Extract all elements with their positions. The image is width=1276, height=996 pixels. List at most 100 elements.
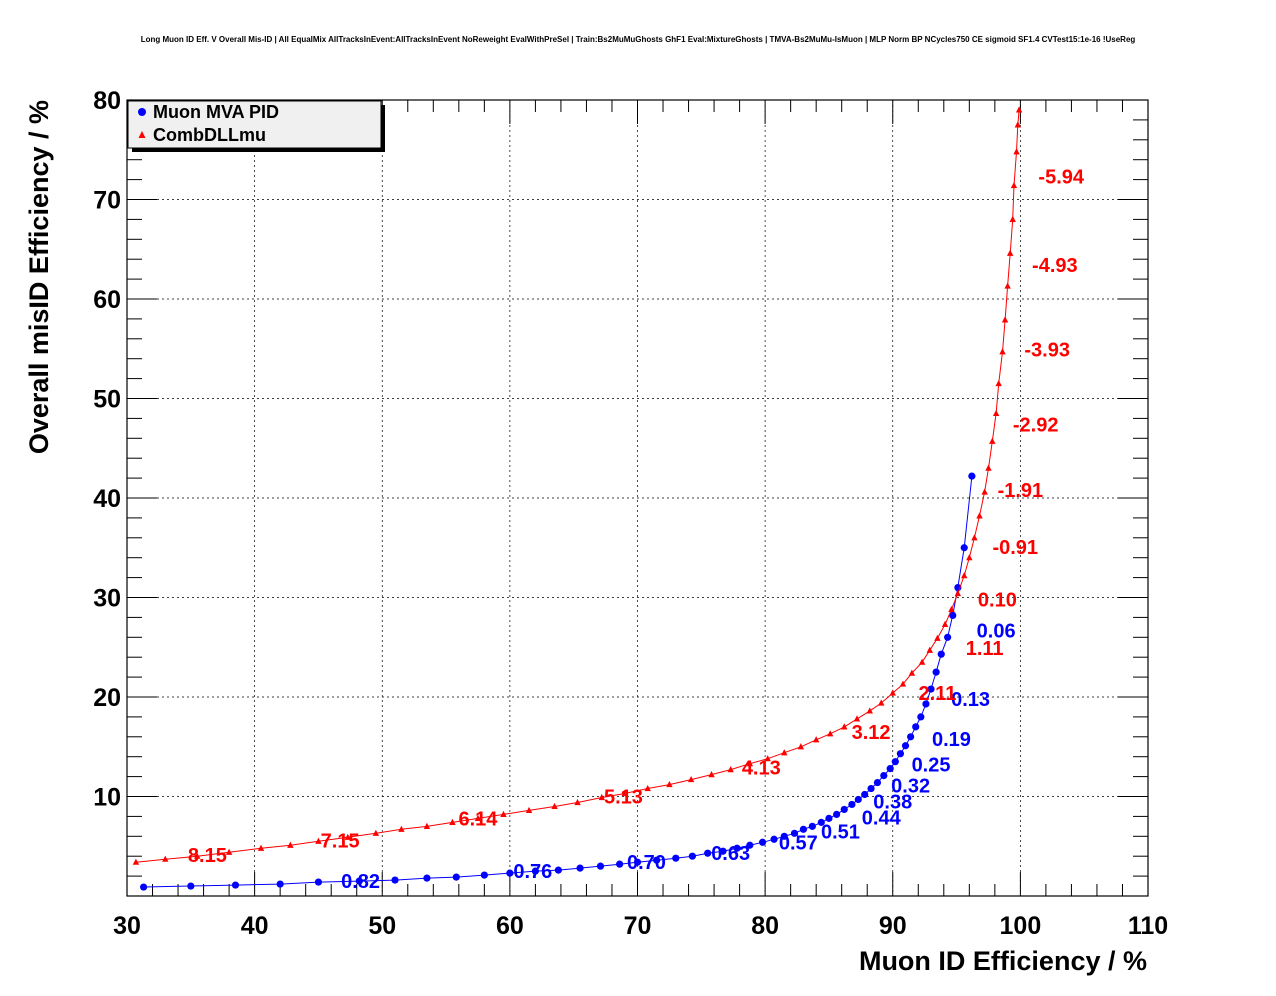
- data-point: [781, 749, 788, 756]
- data-point: [853, 715, 861, 722]
- data-point: [257, 844, 265, 851]
- data-point: [971, 534, 978, 541]
- x-tick-label: 110: [1128, 912, 1168, 940]
- data-point: [995, 379, 1002, 387]
- legend: Muon MVA PID CombDLLmu: [127, 100, 385, 152]
- x-axis-tick-labels: 30 40 50 60 70 80 90 100 110: [113, 912, 1168, 940]
- data-point: [999, 348, 1006, 355]
- data-point: [948, 605, 955, 613]
- data-point: [896, 750, 905, 758]
- data-point: [423, 874, 431, 882]
- data-point: [187, 882, 195, 890]
- data-point: [596, 862, 605, 870]
- data-point: [672, 854, 680, 862]
- cut-value-label: 0.06: [977, 620, 1016, 642]
- data-point: [1015, 106, 1023, 113]
- series-combdllmu: [132, 106, 1023, 865]
- data-point: [899, 680, 907, 687]
- data-point: [746, 841, 754, 849]
- data-point: [372, 829, 380, 836]
- data-point: [474, 814, 482, 821]
- cut-value-label: 0.51: [821, 821, 860, 843]
- y-tick-label: 40: [93, 485, 121, 513]
- data-point: [525, 806, 533, 814]
- data-point: [780, 832, 788, 840]
- legend-marker-circle: [138, 108, 146, 116]
- data-point: [880, 772, 888, 780]
- data-point: [193, 852, 201, 859]
- x-tick-label: 50: [368, 912, 396, 940]
- data-point: [139, 883, 148, 891]
- data-point: [287, 841, 294, 848]
- data-point: [812, 736, 820, 743]
- data-point: [808, 822, 816, 830]
- x-tick-label: 100: [1000, 912, 1042, 940]
- cut-value-label: 0.32: [891, 776, 930, 798]
- data-point: [817, 818, 825, 826]
- cut-value-label: 0.25: [912, 755, 951, 777]
- data-point: [719, 847, 727, 855]
- data-point: [764, 755, 771, 762]
- data-point: [927, 685, 935, 693]
- cut-value-labels: 0.82 0.76 0.70 0.63 0.57 0.510.440.380.320.25…: [188, 167, 1085, 893]
- data-point: [976, 512, 983, 519]
- y-tick-label: 20: [93, 684, 121, 712]
- data-point: [926, 646, 933, 653]
- series-line: [135, 109, 1020, 863]
- data-point: [633, 858, 642, 866]
- cut-value-label: -5.94: [1038, 167, 1084, 189]
- cut-value-label: 6.14: [459, 808, 499, 830]
- cut-value-label: 3.12: [852, 722, 891, 744]
- data-point: [1014, 121, 1022, 128]
- cut-value-label: 7.15: [321, 830, 360, 852]
- cut-value-label: 0.10: [978, 589, 1017, 611]
- cut-value-label: 0.44: [862, 807, 902, 829]
- data-point: [746, 760, 754, 767]
- data-point: [968, 472, 976, 480]
- data-point: [901, 742, 910, 750]
- data-point: [934, 634, 941, 641]
- data-point: [644, 784, 651, 792]
- cut-value-label: -4.93: [1032, 255, 1078, 277]
- data-point: [708, 771, 715, 778]
- data-point: [841, 723, 848, 730]
- data-point: [937, 650, 945, 658]
- data-point: [531, 867, 540, 875]
- data-point: [576, 864, 584, 872]
- cut-value-label: 1.11: [966, 638, 1004, 660]
- data-point: [992, 409, 1000, 417]
- data-point: [758, 838, 767, 846]
- data-point: [961, 572, 968, 579]
- data-point: [1004, 282, 1011, 289]
- series-layer: [132, 106, 1023, 891]
- cut-value-label: -3.93: [1024, 340, 1070, 362]
- cut-value-label: 5.13: [604, 787, 643, 809]
- data-point: [574, 798, 581, 806]
- data-point: [500, 810, 507, 818]
- data-point: [452, 873, 460, 881]
- data-point: [790, 829, 799, 837]
- data-point: [727, 766, 734, 773]
- legend-box: [127, 100, 382, 149]
- data-point: [912, 723, 920, 731]
- data-point: [917, 713, 925, 721]
- data-point: [225, 848, 233, 855]
- grid: [127, 100, 1148, 896]
- data-point: [770, 835, 778, 843]
- y-tick-label: 10: [93, 784, 121, 812]
- data-point: [827, 730, 834, 737]
- y-tick-label: 60: [93, 286, 121, 314]
- cut-value-label: 0.38: [873, 791, 912, 813]
- data-point: [960, 544, 968, 552]
- data-point: [449, 818, 456, 825]
- data-point: [687, 775, 695, 783]
- data-point: [941, 620, 949, 627]
- data-point: [551, 802, 558, 810]
- data-point: [554, 866, 562, 874]
- data-point: [799, 825, 808, 833]
- data-point: [866, 707, 873, 714]
- data-point: [954, 589, 962, 597]
- cut-value-label: -1.91: [998, 480, 1044, 502]
- legend-label-combdllmu: CombDLLmu: [153, 125, 266, 145]
